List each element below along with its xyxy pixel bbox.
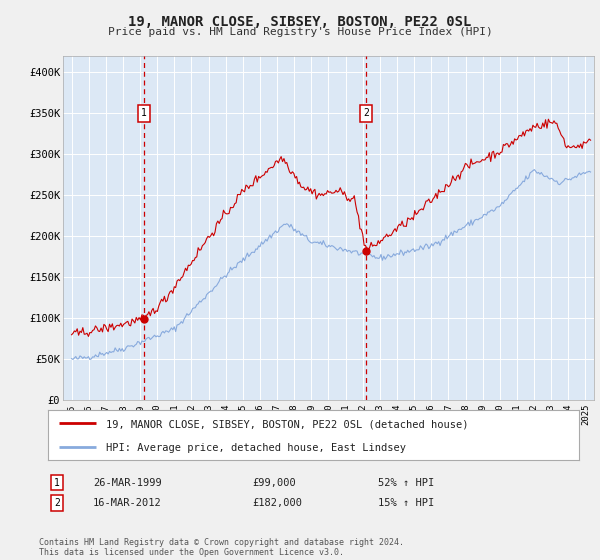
Text: Contains HM Land Registry data © Crown copyright and database right 2024.
This d: Contains HM Land Registry data © Crown c… xyxy=(39,538,404,557)
Text: £99,000: £99,000 xyxy=(252,478,296,488)
Text: 19, MANOR CLOSE, SIBSEY, BOSTON, PE22 0SL (detached house): 19, MANOR CLOSE, SIBSEY, BOSTON, PE22 0S… xyxy=(106,419,469,429)
Text: 1: 1 xyxy=(141,109,147,118)
Text: 19, MANOR CLOSE, SIBSEY, BOSTON, PE22 0SL: 19, MANOR CLOSE, SIBSEY, BOSTON, PE22 0S… xyxy=(128,15,472,29)
Text: £182,000: £182,000 xyxy=(252,498,302,508)
Text: 15% ↑ HPI: 15% ↑ HPI xyxy=(378,498,434,508)
Text: 1: 1 xyxy=(54,478,60,488)
Text: 2: 2 xyxy=(364,109,369,118)
Text: 16-MAR-2012: 16-MAR-2012 xyxy=(93,498,162,508)
Text: 26-MAR-1999: 26-MAR-1999 xyxy=(93,478,162,488)
Text: 52% ↑ HPI: 52% ↑ HPI xyxy=(378,478,434,488)
Text: Price paid vs. HM Land Registry's House Price Index (HPI): Price paid vs. HM Land Registry's House … xyxy=(107,27,493,37)
Text: 2: 2 xyxy=(54,498,60,508)
Text: HPI: Average price, detached house, East Lindsey: HPI: Average price, detached house, East… xyxy=(106,443,406,453)
